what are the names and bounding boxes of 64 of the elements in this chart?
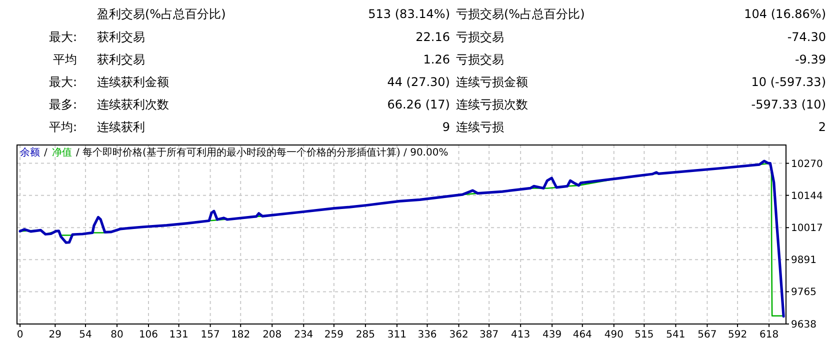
x-tick-label: 592 <box>728 330 748 340</box>
x-tick-label: 567 <box>698 330 717 340</box>
text: 66.26 (17) <box>387 98 450 112</box>
y-tick-label: 9638 <box>791 320 816 330</box>
text: -597.33 (10) <box>751 98 826 112</box>
chart-title: / 每个即时价格(基于所有可利用的最小时段的每一个价格的分形插值计算) / 90.00% <box>76 146 448 158</box>
y-tick-label: 9891 <box>791 255 816 266</box>
x-tick-label: 208 <box>262 330 282 340</box>
text: 9 <box>442 120 450 134</box>
text: 平均 <box>53 52 77 66</box>
x-tick-label: 439 <box>542 330 562 340</box>
x-tick-label: 311 <box>387 330 406 340</box>
text: 最大: <box>48 30 77 44</box>
text: 连续亏损金额 <box>456 75 528 89</box>
text: 亏损交易 <box>456 52 504 66</box>
x-tick-label: 182 <box>231 330 250 340</box>
text: 513 (83.14%) <box>368 7 450 22</box>
x-tick-label: 362 <box>449 330 468 340</box>
y-tick-label: 10144 <box>791 190 823 202</box>
x-tick-label: 464 <box>572 330 592 340</box>
text: 连续亏损次数 <box>456 98 528 112</box>
x-tick-label: 259 <box>324 330 344 340</box>
x-tick-label: 157 <box>200 330 220 340</box>
text: 连续获利次数 <box>97 98 169 112</box>
x-tick-label: 29 <box>48 330 62 340</box>
text: 获利交易 <box>97 30 145 44</box>
x-tick-label: 285 <box>356 330 375 340</box>
text: 亏损交易(%占总百分比) <box>456 7 585 22</box>
x-tick-label: 618 <box>759 330 779 340</box>
x-tick-label: 515 <box>634 330 654 340</box>
text: 连续亏损 <box>456 120 504 134</box>
text: 1.26 <box>423 52 450 66</box>
text: 连续获利 <box>97 120 145 134</box>
x-tick-label: 131 <box>169 330 188 340</box>
text: 盈利交易(%占总百分比) <box>97 7 226 22</box>
x-tick-label: 54 <box>79 330 92 340</box>
x-tick-label: 490 <box>604 330 624 340</box>
text: 亏损交易 <box>456 30 504 44</box>
text: 44 (27.30) <box>387 75 450 89</box>
text: 2 <box>818 120 826 134</box>
x-tick-label: 80 <box>110 330 124 340</box>
x-tick-label: 336 <box>418 330 437 340</box>
text: 10 (-597.33) <box>751 75 826 89</box>
text: 最多: <box>48 98 77 112</box>
text: 获利交易 <box>97 52 145 66</box>
text: 净值 <box>52 146 72 158</box>
x-tick-label: 387 <box>480 330 499 340</box>
text: 最大: <box>48 75 77 89</box>
y-tick-label: 10017 <box>791 223 823 234</box>
x-tick-label: 234 <box>294 330 314 340</box>
x-tick-label: 413 <box>511 330 530 340</box>
text: 余额 <box>20 146 40 158</box>
x-tick-label: 541 <box>666 330 686 340</box>
text: 104 (16.86%) <box>744 7 826 22</box>
y-tick-label: 10270 <box>791 158 823 170</box>
y-tick-label: 9765 <box>791 287 816 298</box>
x-tick-label: 0 <box>16 330 24 340</box>
text: 连续获利金额 <box>97 75 169 89</box>
text: 22.16 <box>416 30 450 44</box>
text: -74.30 <box>787 30 826 44</box>
x-tick-label: 106 <box>138 330 158 340</box>
annotation: / <box>44 148 48 158</box>
text: -9.39 <box>794 52 826 66</box>
text: 平均: <box>48 120 77 134</box>
